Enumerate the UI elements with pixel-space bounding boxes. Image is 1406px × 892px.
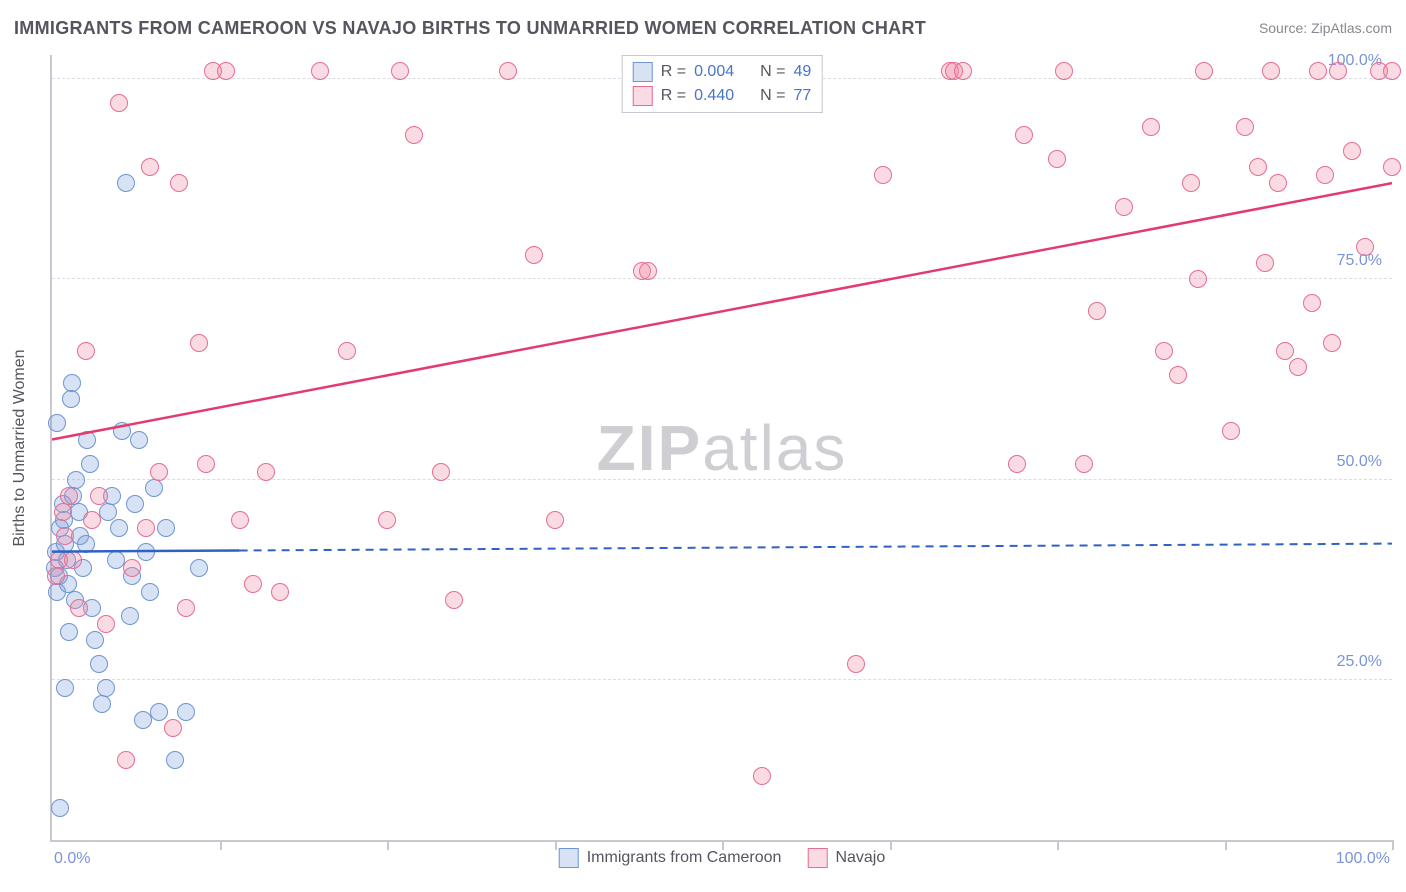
legend-n-label-1: N =	[760, 87, 785, 105]
legend-bottom-swatch-1	[807, 848, 827, 868]
legend-stats: R = 0.004 N = 49 R = 0.440 N = 77	[622, 55, 823, 113]
legend-item-0: Immigrants from Cameroon	[559, 848, 782, 868]
legend-stats-row-0: R = 0.004 N = 49	[633, 60, 812, 84]
legend-swatch-0	[633, 62, 653, 82]
legend-series-label-1: Navajo	[835, 849, 885, 867]
x-axis-min-label: 0.0%	[54, 850, 90, 868]
x-tick	[220, 840, 222, 850]
chart-title: IMMIGRANTS FROM CAMEROON VS NAVAJO BIRTH…	[14, 18, 926, 38]
x-tick	[1392, 840, 1394, 850]
legend-r-value-1: 0.440	[694, 87, 734, 105]
legend-r-value-0: 0.004	[694, 63, 734, 81]
x-tick	[555, 840, 557, 850]
chart-plot-area: Births to Unmarried Women ZIPatlas R = 0…	[50, 55, 1392, 842]
legend-stats-row-1: R = 0.440 N = 77	[633, 84, 812, 108]
legend-swatch-1	[633, 86, 653, 106]
legend-item-1: Navajo	[807, 848, 885, 868]
x-tick	[387, 840, 389, 850]
legend-n-value-0: 49	[793, 63, 811, 81]
x-tick	[1225, 840, 1227, 850]
x-axis-max-label: 100.0%	[1336, 850, 1390, 868]
x-tick	[722, 840, 724, 850]
x-tick	[1057, 840, 1059, 850]
legend-r-label-1: R =	[661, 87, 686, 105]
trend-lines-layer	[52, 55, 1392, 840]
legend-r-label-0: R =	[661, 63, 686, 81]
legend-series: Immigrants from Cameroon Navajo	[559, 848, 886, 868]
trendline-solid-0	[52, 551, 240, 552]
legend-n-value-1: 77	[793, 87, 811, 105]
y-axis-title: Births to Unmarried Women	[11, 349, 29, 546]
legend-n-label-0: N =	[760, 63, 785, 81]
x-tick	[890, 840, 892, 850]
legend-bottom-swatch-0	[559, 848, 579, 868]
trendline-dashed-0	[240, 544, 1392, 551]
trendline-solid-1	[52, 183, 1392, 439]
legend-series-label-0: Immigrants from Cameroon	[587, 849, 782, 867]
source-attribution: Source: ZipAtlas.com	[1259, 20, 1392, 36]
